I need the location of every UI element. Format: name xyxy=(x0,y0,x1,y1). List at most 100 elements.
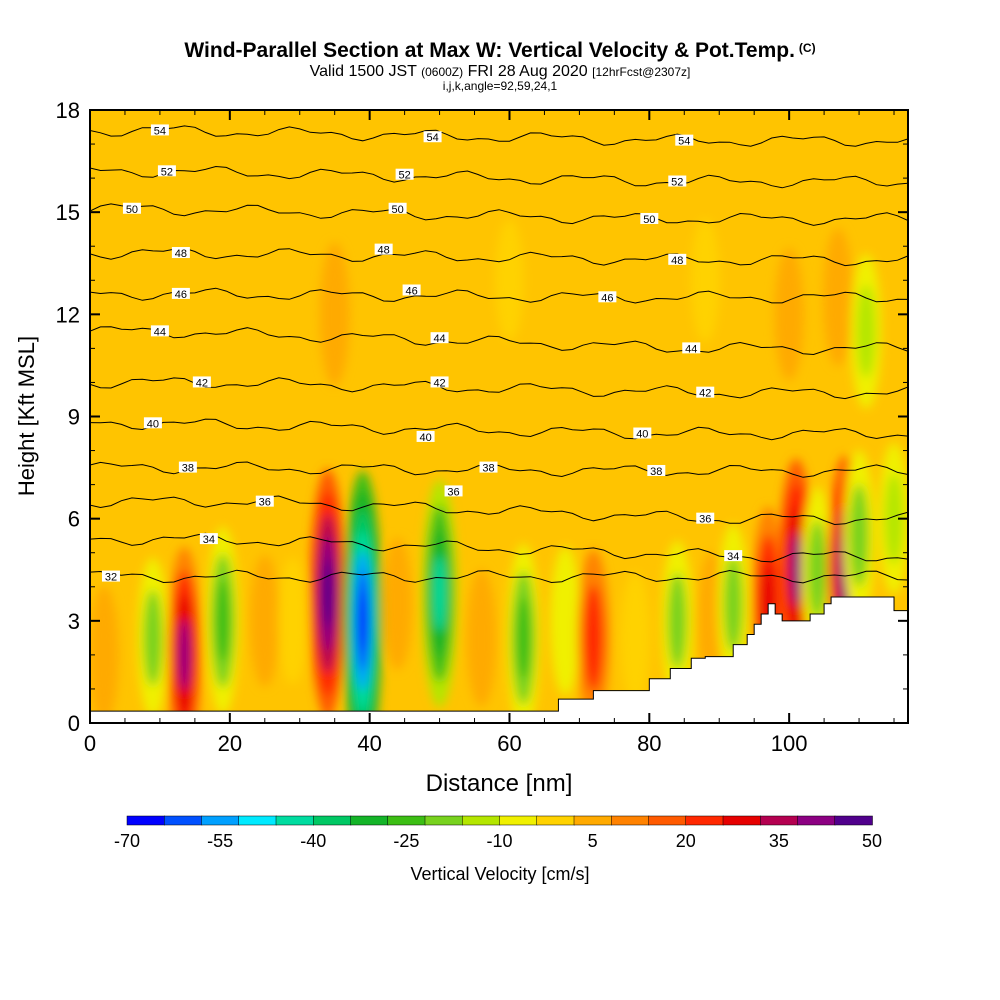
colorbar-label: Vertical Velocity [cm/s] xyxy=(410,864,589,884)
colorbar-swatch xyxy=(760,815,799,826)
y-tick-label: 6 xyxy=(68,507,80,532)
isentrope-label-box xyxy=(598,291,617,303)
isentrope-label: 48 xyxy=(671,255,683,267)
x-tick-label: 20 xyxy=(218,731,242,756)
colorbar-swatch xyxy=(685,815,724,826)
colorbar-swatch xyxy=(536,815,575,826)
velocity-cell xyxy=(358,590,367,651)
isentrope-line xyxy=(90,165,908,189)
isentrope-label-box xyxy=(122,202,141,214)
isentrope-label: 48 xyxy=(175,248,187,260)
colorbar-swatch xyxy=(313,815,352,826)
y-tick-label: 12 xyxy=(56,302,80,327)
isentrope-line xyxy=(90,377,908,400)
velocity-cell xyxy=(466,568,497,707)
isentrope-label: 34 xyxy=(727,551,739,563)
velocity-cell xyxy=(856,284,876,378)
isentrope-label: 54 xyxy=(154,125,166,137)
y-axis-label: Height [Kft MSL] xyxy=(14,336,39,496)
colorbar-swatch xyxy=(238,815,277,826)
isentrope-label: 46 xyxy=(175,289,187,301)
grid-indices: i,j,k,angle=92,59,24,1 xyxy=(442,79,558,93)
isentrope-labels: 32 34 34 36 36 36 38 38 38 40 40 40 42 42 42 44 44 44 46 46… xyxy=(101,124,743,584)
x-tick-label: 80 xyxy=(637,731,661,756)
colorbar-swatch xyxy=(499,815,538,826)
colorbar-tick-label: -55 xyxy=(207,831,233,851)
isentrope-label: 46 xyxy=(601,292,613,304)
isentrope-label-box xyxy=(416,430,435,442)
colorbar-swatch xyxy=(201,815,240,826)
colorbar-swatch xyxy=(648,815,687,826)
isentrope-label: 42 xyxy=(699,388,711,400)
y-tick-label: 0 xyxy=(68,711,80,736)
isentrope-line xyxy=(90,287,908,304)
velocity-cell xyxy=(690,218,720,343)
isentrope-label-box xyxy=(171,247,190,259)
isentrope-label-box xyxy=(633,427,652,439)
title-block: Wind-Parallel Section at Max W: Vertical… xyxy=(0,36,1000,93)
isentrope-label-box xyxy=(101,570,120,582)
isentrope-line xyxy=(90,125,908,147)
colorbar-swatch xyxy=(611,815,650,826)
isentrope-label: 36 xyxy=(259,497,271,509)
isentrope-label-box xyxy=(157,165,176,177)
isentrope-label-box xyxy=(402,284,421,296)
velocity-cell xyxy=(668,572,687,669)
colorbar-tick-label: 20 xyxy=(676,831,696,851)
velocity-cell xyxy=(433,555,446,632)
x-axis-label: Distance [nm] xyxy=(426,770,573,797)
isentrope-line xyxy=(90,495,908,526)
colorbar-swatch xyxy=(126,815,165,826)
isentrope-line xyxy=(90,247,908,267)
colorbar-swatch xyxy=(164,815,203,826)
isentrope-label: 44 xyxy=(433,333,445,345)
velocity-cell xyxy=(790,532,802,607)
isentrope-label-box xyxy=(178,461,197,473)
terrain-mask xyxy=(90,596,908,723)
isentrope-line xyxy=(90,203,908,226)
isentrope-label-box xyxy=(388,202,407,214)
isentrope-label: 40 xyxy=(419,432,431,444)
velocity-cell xyxy=(849,484,869,588)
velocity-cell xyxy=(322,559,333,628)
isentrope-label: 52 xyxy=(398,170,410,182)
colorbar-swatch xyxy=(834,815,873,826)
isentrope-label: 36 xyxy=(447,486,459,498)
isentrope-label: 52 xyxy=(671,177,683,189)
isentrope-label-box xyxy=(647,464,666,476)
isentrope-label: 40 xyxy=(636,429,648,441)
isentrope-label-box xyxy=(192,376,211,388)
velocity-cell xyxy=(550,546,581,696)
colorbar-swatch xyxy=(275,815,314,826)
isentrope-label-box xyxy=(430,332,449,344)
y-tick-label: 9 xyxy=(68,405,80,430)
colorbar-swatch xyxy=(350,815,389,826)
valid-prefix: Valid 1500 JST xyxy=(309,63,417,80)
isentrope-line xyxy=(90,326,908,356)
isentrope-label-box xyxy=(171,287,190,299)
isentrope-label: 54 xyxy=(678,136,690,148)
isentrope-label: 44 xyxy=(685,343,697,355)
isentrope-label-box xyxy=(682,342,701,354)
isentrope-label-box xyxy=(430,376,449,388)
velocity-cell xyxy=(495,219,524,341)
isentrope-label: 42 xyxy=(196,377,208,389)
isentrope-label-box xyxy=(724,550,743,562)
velocity-cells xyxy=(90,218,908,723)
isentrope-label-box xyxy=(150,124,169,136)
velocity-cell xyxy=(215,580,230,662)
velocity-cell xyxy=(319,242,350,387)
colorbar: -70 -55 -40 -25 -10 5 20 35 50 xyxy=(114,815,882,851)
colorbar-swatch xyxy=(424,815,463,826)
isentrope-label-box xyxy=(675,134,694,146)
x-tick-label: 0 xyxy=(84,731,96,756)
isentrope-label: 38 xyxy=(182,463,194,475)
y-tick-label: 18 xyxy=(56,98,80,123)
isentrope-label-box xyxy=(668,175,687,187)
isentrope-label-box xyxy=(668,253,687,265)
isentrope-label: 34 xyxy=(203,534,215,546)
velocity-cell xyxy=(807,519,827,620)
